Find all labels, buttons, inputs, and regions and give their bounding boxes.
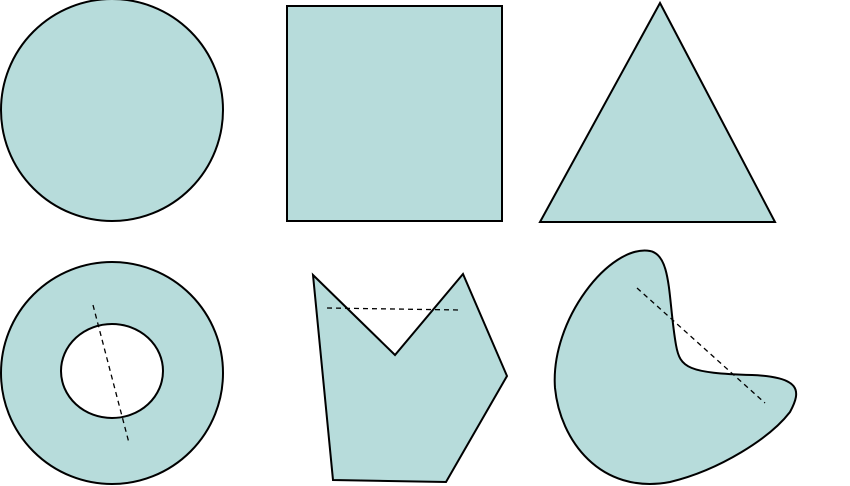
notched-polygon-dashed-chord — [326, 307, 461, 311]
notched-polygon-shape — [311, 272, 509, 484]
annulus-shape — [0, 261, 225, 485]
square-shape — [286, 5, 503, 222]
kidney-blob-shape — [553, 249, 798, 485]
kidney-blob-dashed-chord — [636, 287, 766, 404]
annulus-dashed-chord — [92, 304, 130, 444]
triangle-shape — [538, 0, 777, 223]
circle-shape — [0, 0, 224, 222]
